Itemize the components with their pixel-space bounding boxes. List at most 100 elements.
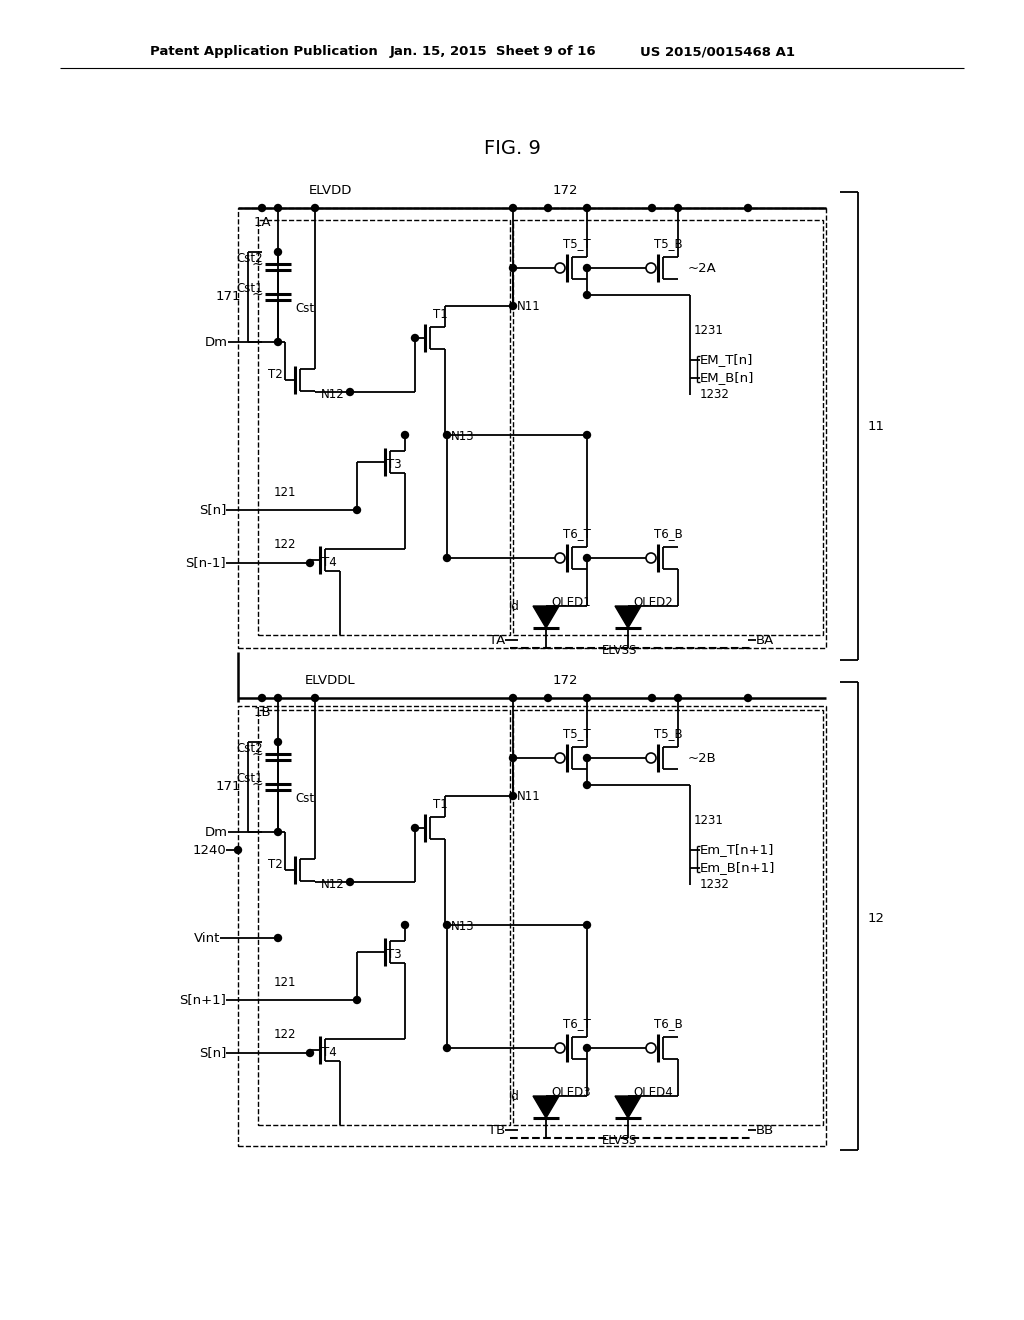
Text: Cst1: Cst1: [237, 771, 263, 784]
Text: Patent Application Publication: Patent Application Publication: [150, 45, 378, 58]
Text: 1232: 1232: [700, 388, 730, 401]
Text: ELVDDL: ELVDDL: [305, 675, 355, 686]
Text: ~: ~: [251, 777, 263, 792]
Circle shape: [584, 755, 591, 762]
Circle shape: [274, 738, 282, 746]
Bar: [513, 710, 823, 1125]
Text: 1240: 1240: [193, 843, 226, 857]
Text: S[n+1]: S[n+1]: [179, 994, 226, 1006]
Circle shape: [353, 507, 360, 513]
Circle shape: [412, 825, 419, 832]
Circle shape: [510, 302, 516, 309]
Text: US 2015/0015468 A1: US 2015/0015468 A1: [640, 45, 795, 58]
Circle shape: [443, 554, 451, 561]
Circle shape: [510, 205, 516, 211]
Circle shape: [274, 829, 282, 836]
Polygon shape: [615, 1096, 641, 1118]
Circle shape: [234, 846, 242, 854]
Text: T6_T: T6_T: [563, 1018, 591, 1031]
Text: T5_B: T5_B: [653, 238, 682, 251]
Circle shape: [258, 205, 265, 211]
Circle shape: [510, 264, 516, 272]
Circle shape: [510, 755, 516, 762]
Circle shape: [584, 205, 591, 211]
Text: 171: 171: [215, 780, 241, 793]
Circle shape: [510, 792, 516, 800]
Text: 1B: 1B: [254, 705, 271, 718]
Text: T3: T3: [387, 458, 401, 470]
Text: T2: T2: [268, 368, 283, 381]
Circle shape: [306, 560, 313, 566]
Text: OLED2: OLED2: [633, 595, 673, 609]
Circle shape: [584, 432, 591, 438]
Text: BB: BB: [756, 1123, 774, 1137]
Circle shape: [258, 694, 265, 701]
Circle shape: [346, 879, 353, 886]
Text: N11: N11: [517, 300, 541, 313]
Text: ~2A: ~2A: [688, 261, 717, 275]
Text: Cst: Cst: [295, 301, 314, 314]
Text: 1A: 1A: [254, 215, 271, 228]
Text: Cst2: Cst2: [237, 742, 263, 755]
Circle shape: [274, 338, 282, 346]
Circle shape: [545, 205, 552, 211]
Circle shape: [744, 205, 752, 211]
Text: EM_T[n]: EM_T[n]: [700, 354, 754, 367]
Bar: [258, 710, 510, 1125]
Text: T1: T1: [433, 797, 447, 810]
Circle shape: [311, 694, 318, 701]
Text: T2: T2: [268, 858, 283, 871]
Text: Id: Id: [509, 1090, 520, 1104]
Circle shape: [545, 694, 552, 701]
Circle shape: [274, 248, 282, 256]
Bar: [513, 220, 823, 635]
Text: T1: T1: [433, 308, 447, 321]
Text: 122: 122: [273, 539, 296, 552]
Circle shape: [401, 432, 409, 438]
Text: T5_T: T5_T: [563, 238, 591, 251]
Circle shape: [584, 264, 591, 272]
Text: FIG. 9: FIG. 9: [483, 139, 541, 157]
Text: T6_B: T6_B: [653, 528, 682, 540]
Circle shape: [401, 921, 409, 928]
Text: S[n]: S[n]: [199, 503, 226, 516]
Text: T4: T4: [322, 556, 337, 569]
Text: 121: 121: [273, 486, 296, 499]
Text: OLED1: OLED1: [551, 595, 591, 609]
Polygon shape: [615, 606, 641, 628]
Circle shape: [675, 694, 682, 701]
Text: Jan. 15, 2015  Sheet 9 of 16: Jan. 15, 2015 Sheet 9 of 16: [390, 45, 597, 58]
Bar: [258, 220, 510, 635]
Circle shape: [648, 694, 655, 701]
Text: 1232: 1232: [700, 879, 730, 891]
Text: TA: TA: [488, 634, 505, 647]
Text: S[n-1]: S[n-1]: [185, 557, 226, 569]
Text: ~: ~: [251, 748, 263, 762]
Circle shape: [584, 554, 591, 561]
Polygon shape: [534, 1096, 559, 1118]
Text: N12: N12: [322, 878, 345, 891]
Text: 12: 12: [868, 912, 885, 924]
Circle shape: [584, 921, 591, 928]
Text: ELVSS: ELVSS: [602, 644, 638, 657]
Circle shape: [675, 205, 682, 211]
Circle shape: [346, 388, 353, 396]
Text: ELVSS: ELVSS: [602, 1134, 638, 1147]
Text: Em_T[n+1]: Em_T[n+1]: [700, 843, 774, 857]
Circle shape: [353, 997, 360, 1003]
Text: N13: N13: [451, 920, 475, 933]
Circle shape: [744, 694, 752, 701]
Text: 121: 121: [273, 975, 296, 989]
Circle shape: [443, 432, 451, 438]
Text: T5_T: T5_T: [563, 727, 591, 741]
Polygon shape: [534, 606, 559, 628]
Text: 1231: 1231: [694, 813, 724, 826]
Text: ~: ~: [251, 257, 263, 272]
Text: ~2B: ~2B: [688, 751, 717, 764]
Text: 172: 172: [552, 183, 578, 197]
Text: 171: 171: [215, 290, 241, 304]
Text: T6_B: T6_B: [653, 1018, 682, 1031]
Bar: [238, 706, 826, 1146]
Text: Dm: Dm: [205, 335, 228, 348]
Text: Cst: Cst: [295, 792, 314, 804]
